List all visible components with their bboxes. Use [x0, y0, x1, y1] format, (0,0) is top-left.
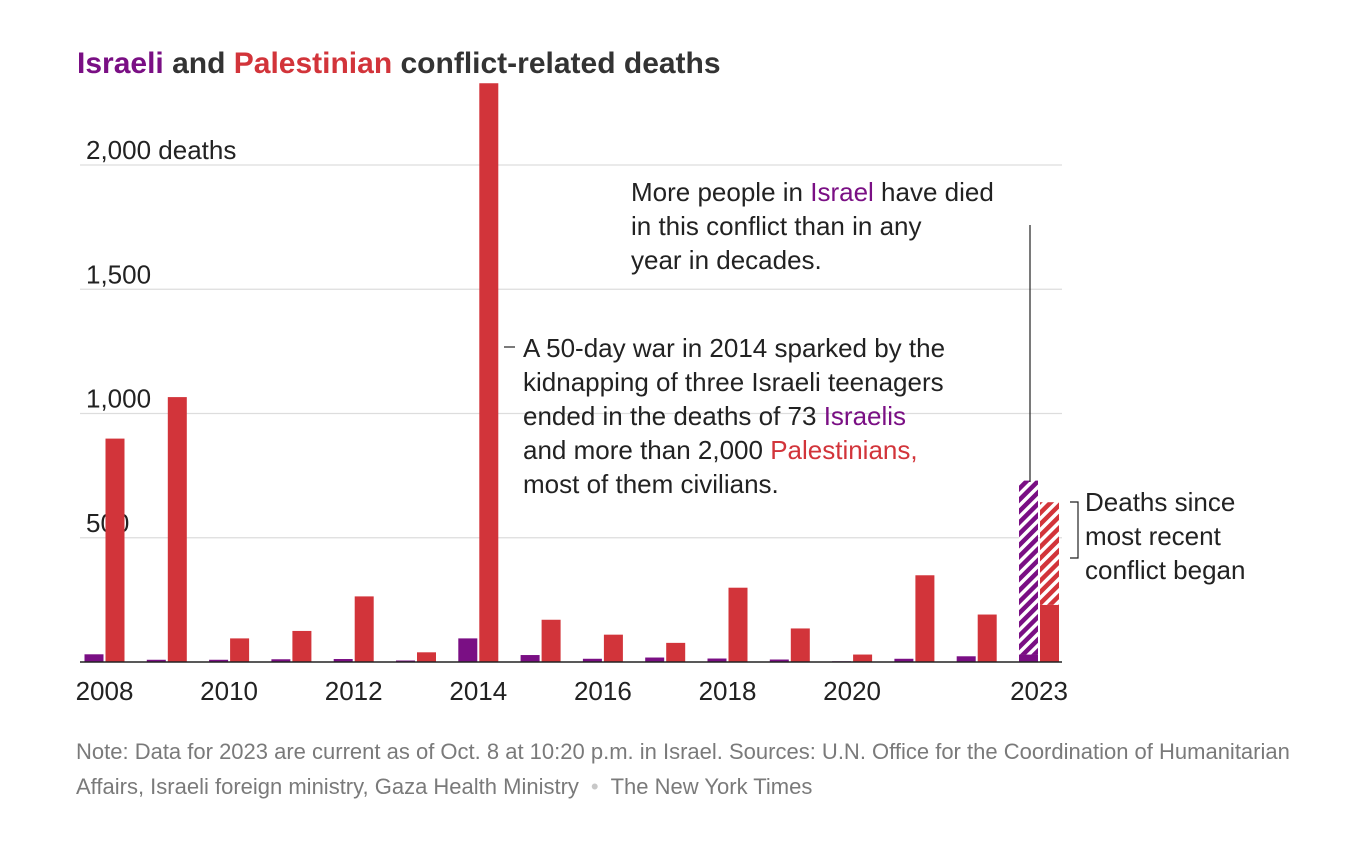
bar-isr-2008: [84, 654, 104, 662]
bar-isr-2023-since-conflict: [1019, 480, 1038, 655]
annotation-2014-israelis: Israelis: [824, 401, 906, 431]
annotation-2014-line4: and more than 2,000 Palestinians,: [523, 435, 918, 465]
y-tick-label-2000: 2,000 deaths: [86, 135, 236, 165]
x-tick-label-2012: 2012: [325, 676, 383, 706]
annotation-2023-line1: More people in Israel have died: [631, 177, 994, 207]
annotation-since-line3: conflict began: [1085, 555, 1245, 585]
footer-credit: The New York Times: [610, 774, 813, 799]
bar-pal-2013: [417, 652, 436, 662]
gridlines: [80, 164, 1062, 539]
bar-isr-2015: [520, 655, 540, 662]
x-tick-label-2010: 2010: [200, 676, 258, 706]
x-tick-label-2008: 2008: [76, 676, 134, 706]
bar-isr-2023: [1019, 654, 1038, 662]
annotation-2014-line5: most of them civilians.: [523, 469, 779, 499]
annotation-2023-line3: year in decades.: [631, 245, 822, 275]
bar-pal-2021: [915, 575, 935, 662]
y-tick-label-1500: 1,500: [86, 259, 151, 289]
annotation-2023-line2: in this conflict than in any: [631, 211, 922, 241]
annotation-2023-israel-word: Israel: [810, 177, 874, 207]
bar-isr-2014: [458, 638, 478, 662]
x-axis-ticks: 2008 2010 2012 2014 2016 2018 2020 2023: [76, 676, 1068, 706]
title-palestinian: Palestinian: [234, 47, 392, 80]
bar-pal-2009: [167, 397, 187, 662]
x-tick-label-2016: 2016: [574, 676, 632, 706]
bar-isr-2019: [769, 659, 789, 662]
bar-isr-2022: [956, 656, 976, 662]
bar-pal-2011: [292, 630, 312, 662]
chart: Israeli and Palestinian conflict-related…: [76, 47, 1246, 706]
bar-pal-2008: [105, 438, 125, 662]
y-tick-label-1000: 1,000: [86, 384, 151, 414]
x-tick-label-2023: 2023: [1010, 676, 1068, 706]
bar-pal-2020: [853, 654, 873, 662]
bar-pal-2016: [603, 634, 623, 662]
annotation-2023-israel: More people in Israel have died in this …: [631, 177, 1031, 482]
annotation-since-conflict: Deaths since most recent conflict began: [1070, 487, 1245, 585]
annotation-since-line2: most recent: [1085, 521, 1222, 551]
title-israeli: Israeli: [77, 47, 164, 80]
bar-pal-2014: [479, 83, 499, 662]
title-and: and: [164, 47, 234, 80]
footer-note-text: Note: Data for 2023 are current as of Oc…: [76, 739, 1290, 799]
chart-title: Israeli and Palestinian conflict-related…: [77, 47, 721, 80]
annotation-2014-war: A 50-day war in 2014 sparked by the kidn…: [504, 333, 945, 499]
bar-pal-2019: [790, 628, 810, 662]
bar-isr-2012: [333, 659, 353, 662]
bar-isr-2009: [146, 659, 166, 662]
bar-isr-2018: [707, 658, 727, 662]
footer-note: Note: Data for 2023 are current as of Oc…: [76, 734, 1306, 804]
x-tick-label-2018: 2018: [699, 676, 757, 706]
annotation-2014-line1: A 50-day war in 2014 sparked by the: [523, 333, 945, 363]
bar-isr-2011: [271, 659, 291, 662]
bar-pal-2023: [1040, 604, 1059, 662]
footer-separator: •: [590, 774, 599, 799]
bar-pal-2022: [977, 614, 997, 662]
title-rest: conflict-related deaths: [392, 47, 720, 80]
annotation-since-line1: Deaths since: [1085, 487, 1235, 517]
bar-pal-2012: [354, 596, 374, 662]
bar-pal-2017: [666, 642, 686, 662]
bars: [84, 83, 1059, 662]
bar-pal-2023-since-conflict: [1040, 502, 1059, 605]
x-tick-label-2014: 2014: [449, 676, 507, 706]
bar-isr-2021: [894, 658, 914, 662]
x-tick-label-2020: 2020: [823, 676, 881, 706]
bar-isr-2017: [645, 657, 665, 662]
bar-pal-2018: [728, 587, 748, 662]
bar-isr-2016: [582, 658, 602, 662]
bar-pal-2010: [230, 638, 250, 662]
annotation-2014-line2: kidnapping of three Israeli teenagers: [523, 367, 944, 397]
bar-isr-2010: [209, 659, 229, 662]
bar-pal-2015: [541, 619, 561, 662]
annotation-2014-palestinians: Palestinians,: [770, 435, 917, 465]
annotation-2014-line3: ended in the deaths of 73 Israelis: [523, 401, 906, 431]
annotation-since-bracket: [1070, 501, 1079, 559]
